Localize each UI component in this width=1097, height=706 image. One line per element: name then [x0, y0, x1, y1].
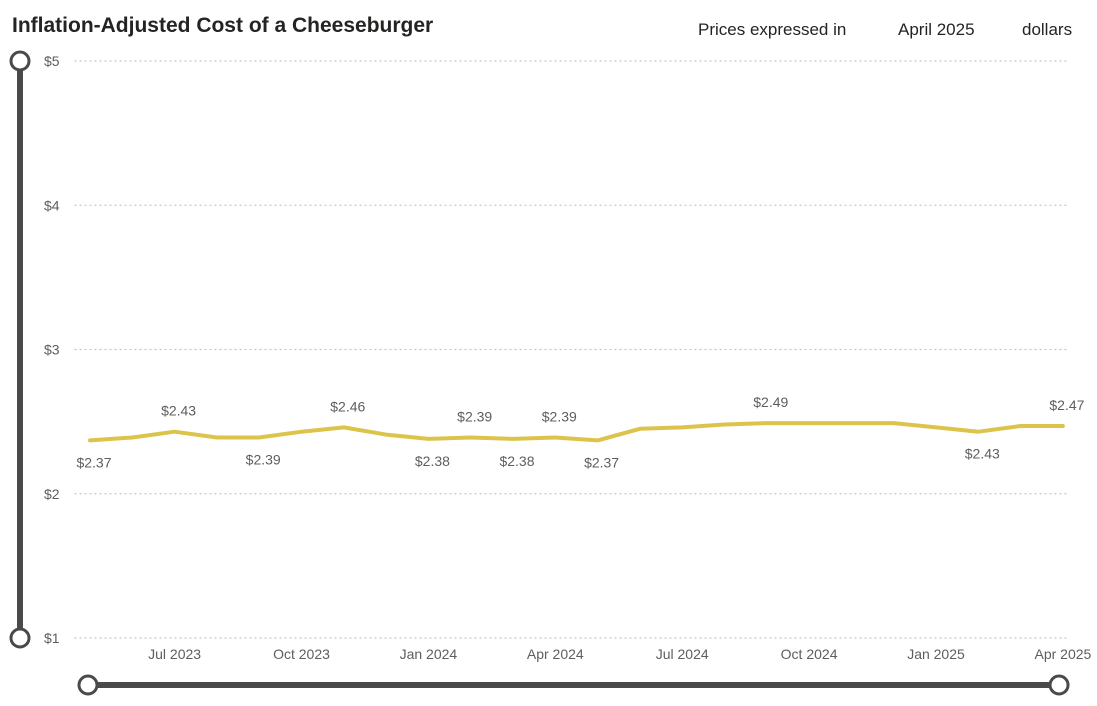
gridlines: [74, 60, 1071, 639]
x-tick-label: Apr 2024: [527, 646, 584, 662]
data-label: $2.37: [76, 454, 111, 470]
y-tick-label: $4: [44, 197, 60, 213]
data-label: $2.47: [1049, 397, 1084, 413]
x-tick-label: Jan 2025: [907, 646, 965, 662]
data-label: $2.37: [584, 454, 619, 470]
prices-suffix-text: dollars: [1022, 20, 1073, 39]
x-axis: Jul 2023 Oct 2023 Jan 2024 Apr 2024 Jul 2024…: [148, 646, 1091, 662]
data-label: $2.38: [499, 453, 534, 469]
data-label: $2.38: [415, 453, 450, 469]
y-zoom-slider-top-handle[interactable]: [9, 50, 31, 72]
data-label: $2.43: [161, 403, 196, 419]
x-tick-label: Jul 2023: [148, 646, 201, 662]
x-zoom-slider-left-handle[interactable]: [77, 674, 99, 696]
data-label: $2.46: [330, 398, 365, 414]
y-zoom-slider-bottom-handle[interactable]: [9, 627, 31, 649]
data-label: $2.43: [965, 446, 1000, 462]
y-axis: $1 $2 $3 $4 $5: [44, 53, 60, 646]
y-tick-label: $2: [44, 486, 60, 502]
month-selector[interactable]: April 2025: [898, 20, 975, 39]
prices-prefix-text: Prices expressed in: [698, 20, 847, 39]
x-zoom-slider-right-handle[interactable]: [1048, 674, 1070, 696]
chart-title: Inflation-Adjusted Cost of a Cheeseburge…: [12, 14, 434, 37]
x-tick-label: Oct 2024: [781, 646, 838, 662]
data-label: $2.49: [753, 394, 788, 410]
range-sliders[interactable]: [9, 50, 1070, 696]
data-labels: $2.37 $2.43 $2.39 $2.46 $2.38 $2.39 $2.38 $2.39…: [76, 394, 1084, 470]
data-label: $2.39: [246, 451, 281, 467]
x-tick-label: Apr 2025: [1034, 646, 1091, 662]
y-tick-label: $5: [44, 53, 60, 69]
data-label: $2.39: [542, 408, 577, 424]
x-tick-label: Jul 2024: [656, 646, 709, 662]
x-tick-label: Oct 2023: [273, 646, 330, 662]
series-layer: [88, 421, 1065, 443]
series-line: [88, 421, 1065, 443]
y-tick-label: $3: [44, 342, 60, 358]
data-label: $2.39: [457, 408, 492, 424]
x-tick-label: Jan 2024: [400, 646, 458, 662]
y-tick-label: $1: [44, 630, 60, 646]
